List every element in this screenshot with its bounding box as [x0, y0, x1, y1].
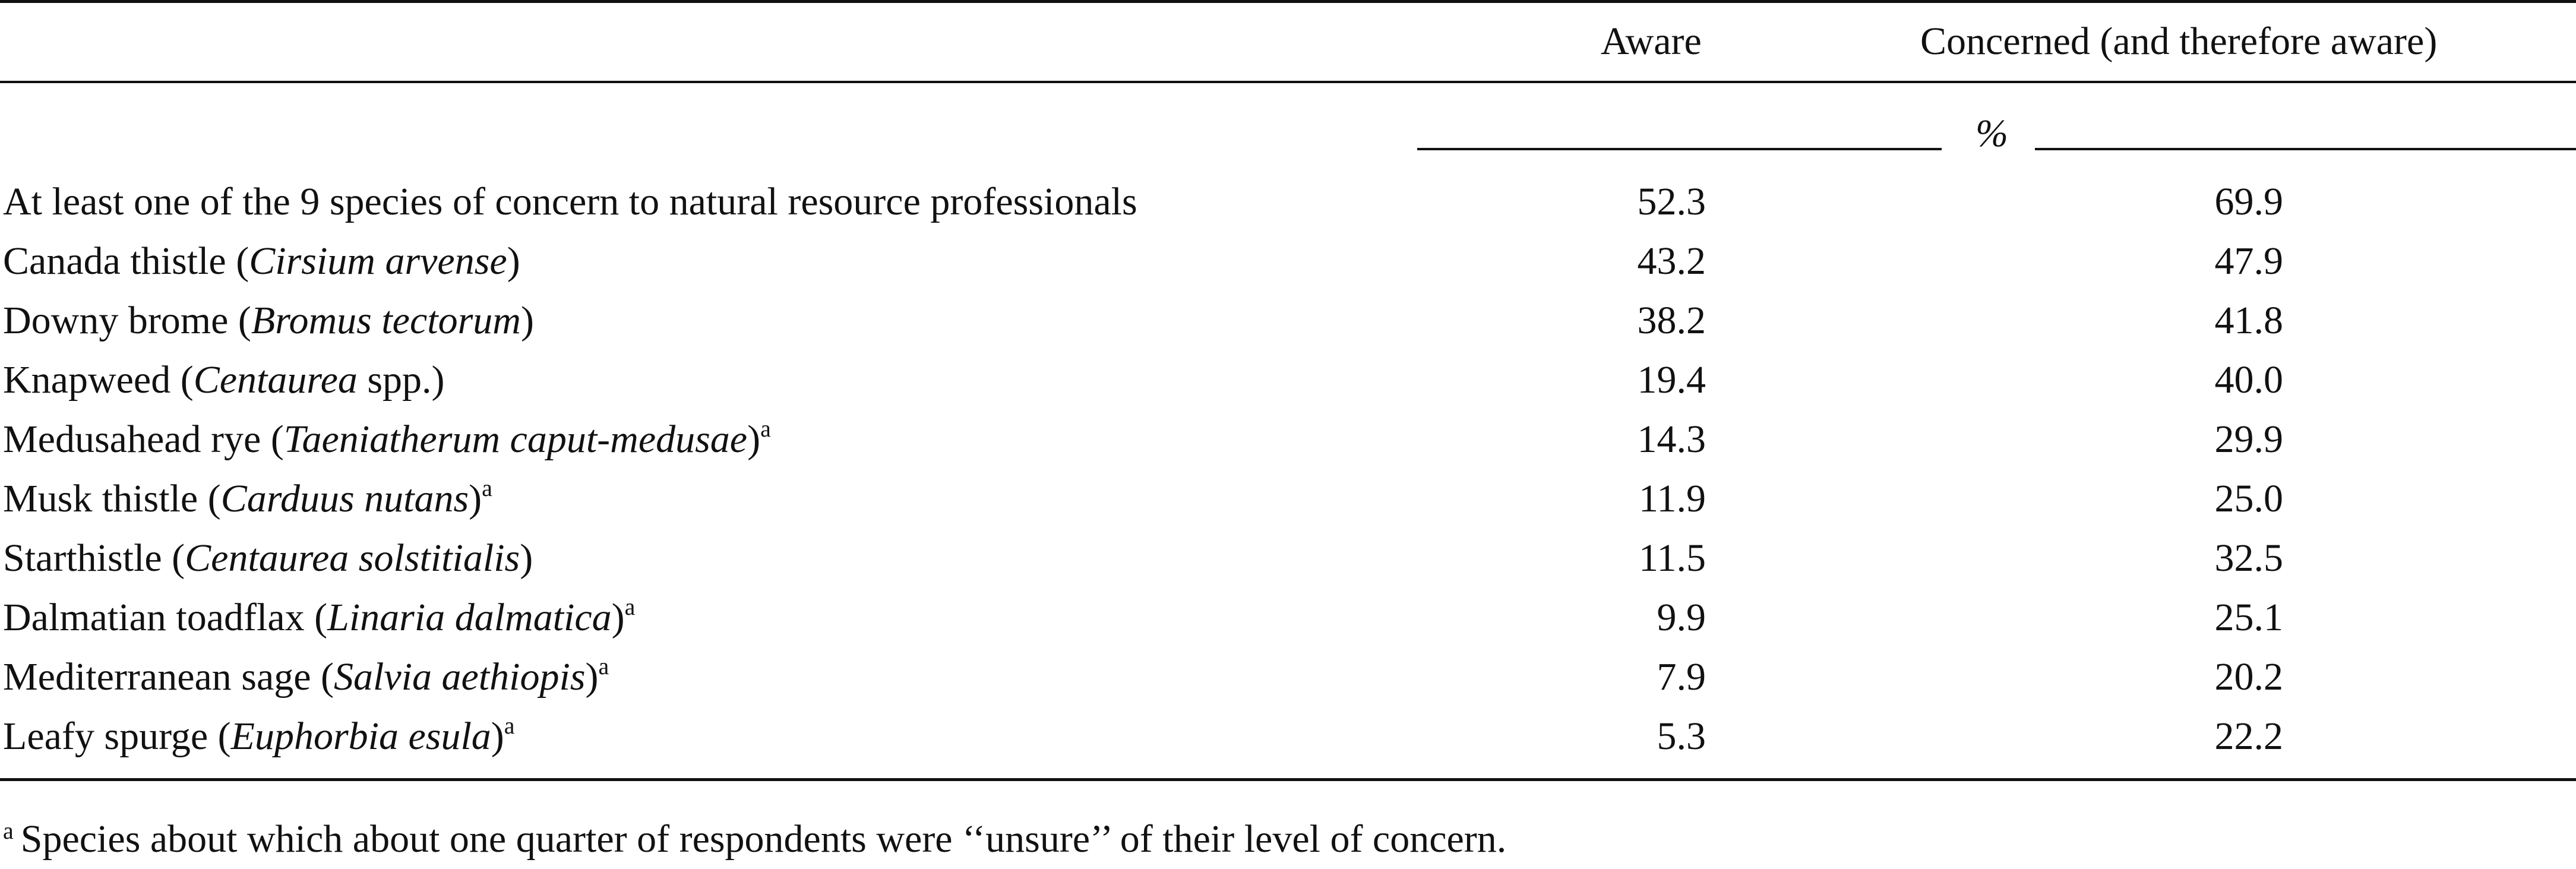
row-label: Canada thistle (Cirsium arvense) [3, 239, 520, 283]
percent-unit: % [1976, 112, 2008, 155]
concerned-value: 47.9 [2214, 239, 2284, 283]
table-bottom-rule [0, 778, 2576, 781]
footnote-marker: a [3, 817, 14, 844]
aware-value: 19.4 [1637, 358, 1706, 402]
table-row: Mediterranean sage (Salvia aethiopis)a 7… [0, 653, 2576, 713]
row-label: Knapweed (Centaurea spp.) [3, 358, 445, 402]
concerned-value: 41.8 [2214, 299, 2284, 342]
row-label: At least one of the 9 species of concern… [3, 180, 1137, 223]
row-label: Starthistle (Centaurea solstitialis) [3, 536, 533, 580]
footnote-text: Species about which about one quarter of… [20, 817, 1507, 861]
aware-value: 38.2 [1637, 299, 1706, 342]
aware-value: 7.9 [1657, 655, 1706, 699]
unit-line-left [1417, 148, 1942, 150]
row-label: Leafy spurge (Euphorbia esula)a [3, 712, 515, 759]
concerned-value: 29.9 [2214, 418, 2284, 461]
table-row: Leafy spurge (Euphorbia esula)a 5.3 22.2 [0, 713, 2576, 772]
aware-value: 5.3 [1657, 715, 1706, 758]
column-header-aware: Aware [1601, 20, 1702, 63]
row-label: Musk thistle (Carduus nutans)a [3, 475, 492, 521]
header-rule [0, 81, 2576, 83]
row-label: Medusahead rye (Taeniatherum caput-medus… [3, 415, 771, 462]
row-label: Dalmatian toadflax (Linaria dalmatica)a [3, 593, 636, 640]
table-row: Dalmatian toadflax (Linaria dalmatica)a … [0, 594, 2576, 653]
table-row: Musk thistle (Carduus nutans)a 11.9 25.0 [0, 475, 2576, 535]
concerned-value: 40.0 [2214, 358, 2284, 402]
concerned-value: 32.5 [2214, 536, 2284, 580]
unit-row: % [1417, 110, 2576, 157]
table-row: Downy brome (Bromus tectorum) 38.2 41.8 [0, 297, 2576, 356]
table-top-rule [0, 0, 2576, 3]
aware-value: 43.2 [1637, 239, 1706, 283]
concerned-value: 25.0 [2214, 477, 2284, 520]
row-label: Downy brome (Bromus tectorum) [3, 299, 534, 342]
aware-value: 11.5 [1638, 536, 1706, 580]
table-row: At least one of the 9 species of concern… [0, 178, 2576, 238]
table-row: Medusahead rye (Taeniatherum caput-medus… [0, 416, 2576, 475]
aware-value: 9.9 [1657, 596, 1706, 639]
aware-value: 14.3 [1637, 418, 1706, 461]
concerned-value: 22.2 [2214, 715, 2284, 758]
unit-line-right [2035, 148, 2576, 150]
row-label: Mediterranean sage (Salvia aethiopis)a [3, 653, 609, 699]
concerned-value: 69.9 [2214, 180, 2284, 223]
table-footnote: a Species about which about one quarter o… [3, 816, 1506, 863]
column-header-concerned: Concerned (and therefore aware) [1920, 20, 2438, 63]
aware-value: 11.9 [1638, 477, 1706, 520]
aware-value: 52.3 [1637, 180, 1706, 223]
table-row: Canada thistle (Cirsium arvense) 43.2 47… [0, 238, 2576, 297]
concerned-value: 25.1 [2214, 596, 2284, 639]
concerned-value: 20.2 [2214, 655, 2284, 699]
table-row: Knapweed (Centaurea spp.) 19.4 40.0 [0, 356, 2576, 416]
table-row: Starthistle (Centaurea solstitialis) 11.… [0, 535, 2576, 594]
